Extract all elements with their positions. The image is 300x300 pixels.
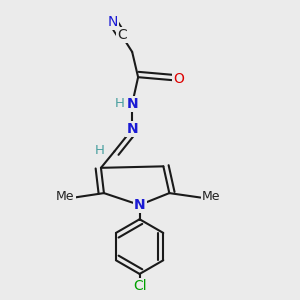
Text: O: O: [173, 72, 184, 86]
Text: N: N: [134, 198, 146, 212]
Text: Cl: Cl: [133, 279, 146, 293]
Text: N: N: [126, 97, 138, 111]
Text: C: C: [117, 28, 127, 42]
Text: Me: Me: [202, 190, 220, 202]
Text: N: N: [108, 15, 118, 28]
Text: Me: Me: [56, 190, 74, 202]
Text: N: N: [126, 122, 138, 136]
Text: H: H: [115, 98, 124, 110]
Text: H: H: [94, 143, 104, 157]
